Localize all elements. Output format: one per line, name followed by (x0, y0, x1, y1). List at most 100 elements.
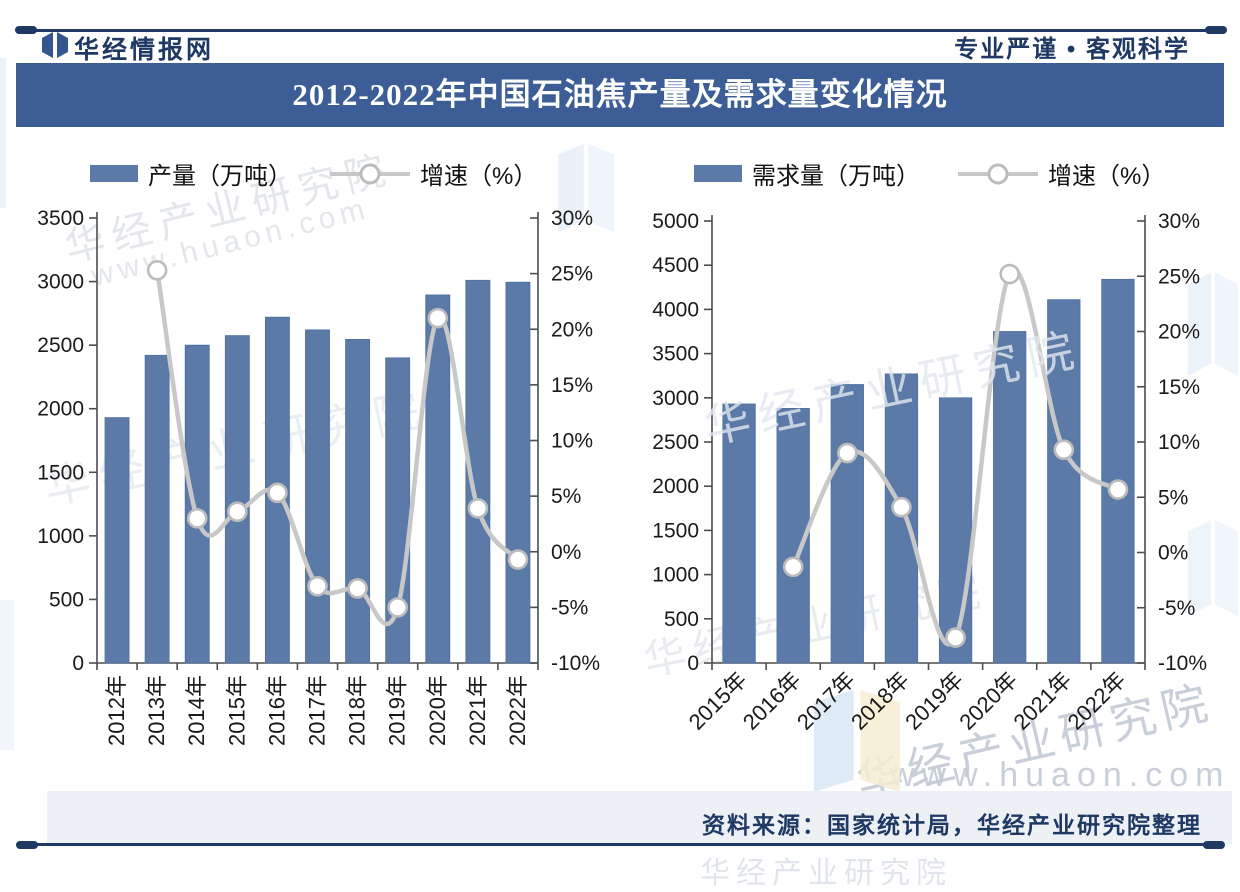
line-marker (227, 501, 248, 523)
line-marker (146, 259, 168, 281)
watermark-org-text: 华经产业研究院 (700, 857, 952, 890)
x-axis-label: 2017年 (305, 675, 330, 746)
right-axis-label: 0% (551, 541, 581, 564)
right-axis-label: 20% (1158, 321, 1200, 344)
left-axis-label: 3500 (37, 207, 84, 230)
right-axis-label: 20% (551, 318, 593, 341)
legend-item: 需求量（万吨） (694, 156, 920, 191)
x-axis-label: 2019年 (900, 667, 968, 735)
footer-band (47, 791, 1232, 844)
x-axis-label: 2022年 (1063, 667, 1131, 735)
left-axis-label: 2000 (37, 398, 84, 421)
left-axis-label: 500 (49, 588, 84, 611)
x-axis-label: 2015年 (224, 675, 249, 746)
legend-item: 增速（%） (330, 156, 537, 191)
bottom-rule-right-cap (1203, 841, 1225, 849)
demand-chart-canvas: 0 500 1000 1500 2000 2500 3000 3500 4000 4500 5000… (652, 210, 1207, 735)
brand-name: 华经情报网 (74, 36, 215, 64)
production-chart-canvas: 0 500 1000 1500 2000 2500 3000 3500 -10% -5% 0% 5% 1… (37, 207, 600, 746)
left-axis-label: 0 (687, 652, 699, 675)
bar (938, 397, 973, 664)
x-axis-label: 2016年 (264, 675, 289, 746)
left-axis-label: 500 (664, 608, 699, 631)
right-axis-label: -10% (551, 652, 600, 675)
x-axis-label: 2020年 (954, 667, 1022, 735)
line-swatch-icon (958, 163, 1038, 184)
line-marker (891, 496, 912, 518)
bar (224, 335, 250, 664)
right-axis-label: 0% (1158, 542, 1188, 565)
x-axis-label: 2013年 (144, 675, 169, 746)
header-slogan: 专业严谨 • 客观科学 (954, 36, 1190, 63)
bar (104, 417, 130, 664)
right-axis-label: 10% (1158, 431, 1200, 454)
bar (465, 279, 491, 664)
bar (1047, 299, 1081, 664)
bar-swatch-icon (694, 165, 742, 182)
bar (722, 403, 756, 664)
x-axis-label: 2019年 (385, 675, 410, 746)
right-axis-label: -10% (1158, 652, 1207, 675)
line-marker (507, 549, 529, 570)
left-axis-label: 0 (72, 652, 84, 675)
right-axis-label: 30% (551, 207, 593, 230)
left-axis-label: 5000 (652, 210, 699, 233)
top-rule-right-cap (1205, 26, 1227, 34)
x-axis-label: 2021年 (465, 675, 490, 746)
line-marker (1053, 439, 1075, 461)
legend-label: 增速（%） (1048, 163, 1166, 190)
x-axis-label: 2014年 (184, 675, 209, 746)
line-marker (307, 575, 328, 597)
top-rule (34, 29, 1208, 32)
right-axis-label: 5% (551, 485, 581, 508)
x-axis-label: 2012年 (104, 675, 129, 746)
production-chart: 产量（万吨） 增速（%） 0 500 1000 1500 2000 2500 3000 3500… (30, 140, 615, 800)
bar (1101, 278, 1135, 664)
legend-label: 产量（万吨） (148, 163, 292, 190)
right-axis-label: 15% (551, 374, 593, 397)
marker-dot-icon (987, 163, 1009, 184)
x-axis-label: 2021年 (1008, 667, 1076, 735)
bar (505, 281, 531, 664)
line-marker (467, 498, 489, 519)
x-axis-label: 2018年 (846, 667, 914, 735)
left-axis-label: 1500 (652, 519, 699, 542)
right-axis-label: 30% (1158, 210, 1200, 233)
bar-swatch-icon (90, 165, 138, 182)
left-axis-label: 2500 (37, 334, 84, 357)
left-axis-label: 4000 (652, 298, 699, 321)
x-axis-label: 2020年 (425, 675, 450, 746)
top-rule-left-cap (15, 26, 37, 34)
marker-dot-icon (359, 163, 381, 184)
line-marker (782, 556, 804, 578)
line-marker (427, 307, 449, 329)
x-axis-label: 2016年 (738, 667, 806, 735)
bar (184, 344, 210, 664)
left-axis-label: 2500 (652, 431, 699, 454)
x-axis-label: 2015年 (684, 667, 752, 735)
left-axis-label: 3000 (37, 271, 84, 294)
growth-line (154, 268, 521, 627)
edge-decoration (0, 58, 6, 208)
left-axis-label: 4500 (652, 254, 699, 277)
right-axis-label: -5% (1158, 597, 1195, 620)
legend-label: 增速（%） (420, 163, 538, 190)
bar (305, 329, 330, 664)
line-marker (267, 482, 288, 504)
right-axis-label: 10% (551, 430, 593, 453)
line-swatch-icon (330, 163, 410, 184)
infographic-page: { "header": { "brand": "华经情报网", "slogan"… (0, 26, 1238, 890)
right-axis-label: 15% (1158, 376, 1200, 399)
line-marker (999, 263, 1020, 285)
bar (345, 339, 371, 664)
right-axis-label: 25% (1158, 265, 1200, 288)
left-axis-label: 1000 (652, 564, 699, 587)
left-axis-label: 1000 (37, 525, 84, 548)
line-marker (186, 508, 208, 529)
line-marker (837, 442, 858, 464)
demand-chart: 需求量（万吨） 增速（%） 0 500 1000 1500 2000 2500 3000 350… (630, 140, 1230, 800)
legend-label: 需求量（万吨） (752, 163, 920, 190)
legend-item: 产量（万吨） (90, 156, 292, 191)
right-axis-label: 5% (1158, 486, 1188, 509)
left-axis-label: 1500 (37, 461, 84, 484)
